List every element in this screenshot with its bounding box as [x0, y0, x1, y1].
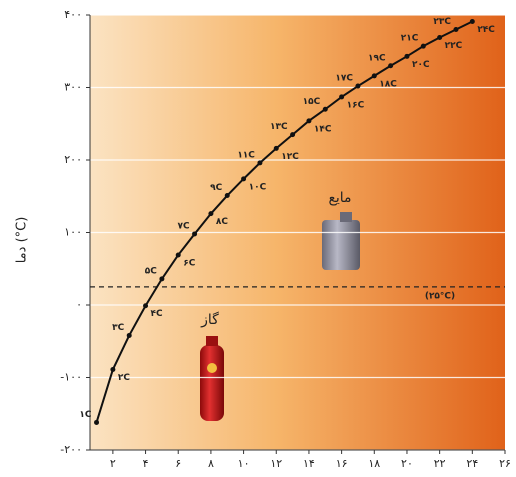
- point-label: ۱۲C: [281, 152, 299, 162]
- point: [322, 106, 328, 112]
- x-tick-label: ۱۲: [270, 457, 282, 470]
- x-tick-label: ۱۴: [303, 457, 315, 470]
- point-label: ۱۳C: [270, 122, 288, 132]
- liquid-can: [322, 212, 360, 270]
- point: [192, 231, 198, 237]
- point-label: ۱۵C: [303, 97, 321, 107]
- point: [453, 27, 459, 32]
- point-label: ۲۲C: [445, 41, 463, 51]
- y-axis-label: دما (°C): [15, 217, 30, 264]
- x-tick-label: ۲۴: [466, 457, 478, 470]
- point-label: ۱۹C: [368, 53, 386, 63]
- x-tick-label: ۸: [208, 457, 214, 470]
- point-label: ۲۰C: [412, 60, 430, 70]
- x-tick-label: ۲: [110, 457, 116, 470]
- point-label: ۱۱C: [237, 150, 255, 160]
- point-label: ۱۷C: [335, 74, 353, 84]
- point: [175, 252, 181, 258]
- point-label: ۱۶C: [347, 100, 365, 110]
- point-label: ۱۸C: [379, 79, 397, 89]
- point: [224, 193, 230, 199]
- point: [241, 176, 247, 182]
- point: [437, 34, 443, 40]
- point: [257, 160, 263, 166]
- point-label: ۳C: [112, 323, 124, 333]
- x-tick-label: ۱۶: [336, 457, 348, 470]
- point-label: ۵C: [145, 266, 157, 276]
- point-label: ۹C: [210, 183, 222, 193]
- point: [126, 332, 132, 338]
- x-tick-label: ۱۸: [368, 457, 380, 470]
- point: [306, 118, 312, 124]
- point-label: ۶C: [183, 258, 195, 268]
- gas-cylinder: [200, 336, 224, 421]
- liquid-label: مایع: [328, 190, 351, 206]
- x-tick-label: ۶: [175, 457, 181, 470]
- reference-label: (۲۵°C): [425, 291, 455, 301]
- point: [290, 132, 296, 138]
- point: [404, 53, 410, 59]
- point-label: ۷C: [177, 221, 189, 231]
- point-label: ۱C: [79, 410, 91, 420]
- x-tick-label: ۲۶: [499, 457, 511, 470]
- point: [94, 419, 100, 425]
- gas-label: گاز: [200, 311, 219, 328]
- point: [208, 211, 214, 217]
- point-label: ۱۰C: [249, 182, 267, 192]
- line: [95, 20, 473, 423]
- point: [110, 367, 116, 373]
- y-tick-label: ۲۰۰: [64, 153, 82, 166]
- point: [143, 303, 149, 309]
- point: [388, 63, 394, 69]
- x-tick-label: ۴: [143, 457, 149, 470]
- point: [469, 19, 475, 25]
- y-tick-label: ۴۰۰: [64, 8, 82, 21]
- y-tick-label: -۲۰۰: [60, 443, 82, 456]
- point-label: ۸C: [216, 217, 228, 227]
- x-tick-label: ۲۲: [434, 457, 446, 470]
- point-label: ۴C: [151, 309, 163, 319]
- point: [371, 73, 377, 79]
- point: [420, 43, 426, 49]
- point: [339, 94, 345, 100]
- point-label: ۲۳C: [433, 17, 451, 27]
- y-tick-label: -۱۰۰: [60, 371, 82, 384]
- x-tick-label: ۱۰: [238, 457, 250, 470]
- point-label: ۲۱C: [401, 34, 419, 44]
- point-label: ۱۴C: [314, 124, 332, 134]
- y-tick-label: ۰: [76, 298, 82, 311]
- point: [355, 83, 361, 89]
- point: [159, 276, 165, 282]
- point: [273, 145, 279, 151]
- y-tick-label: ۳۰۰: [64, 81, 82, 94]
- y-tick-label: ۱۰۰: [64, 226, 82, 239]
- point-label: ۲C: [118, 373, 130, 383]
- x-tick-label: ۲۰: [401, 457, 413, 470]
- point-label: ۲۴C: [477, 25, 495, 35]
